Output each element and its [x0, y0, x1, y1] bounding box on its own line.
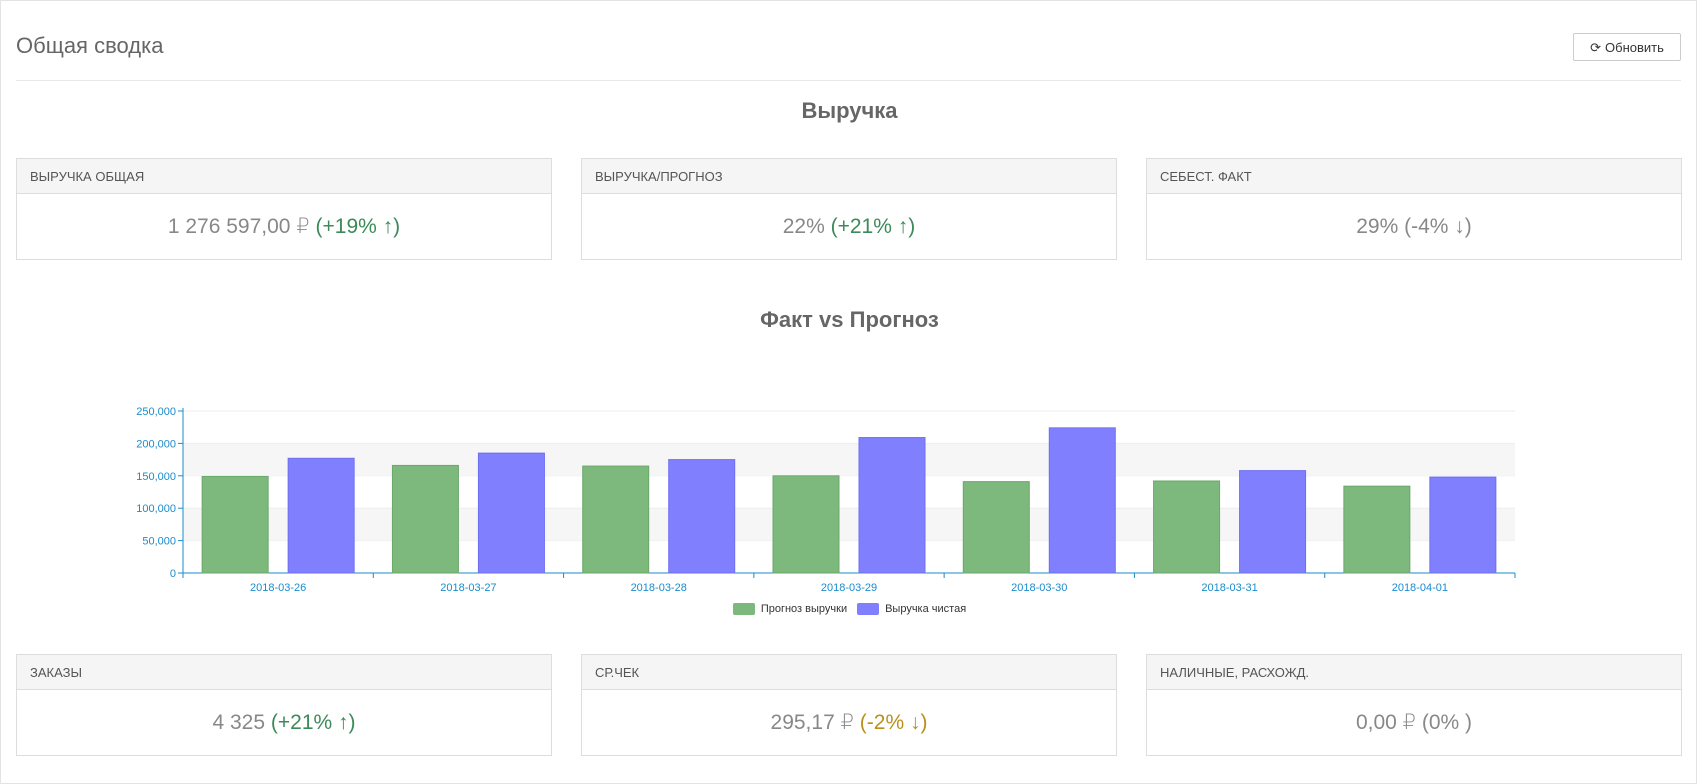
card-value-text: 0,00 ₽: [1356, 710, 1416, 735]
chart-section-title: Факт vs Прогноз: [1, 307, 1697, 333]
chart-svg: 0 50,000 100,000 150,000 200,000 250,000 2018-…: [1, 361, 1697, 601]
legend-item-forecast[interactable]: Прогноз выручки: [733, 603, 847, 615]
y-tick-label: 250,000: [136, 406, 176, 418]
card-delta: (+19% ↑): [316, 215, 401, 239]
x-tick-label: 2018-03-29: [821, 582, 877, 594]
card-label: СЕБЕСТ. ФАКТ: [1147, 159, 1681, 194]
card-value: 29% (-4% ↓): [1147, 194, 1681, 259]
card-value-text: 29%: [1356, 215, 1398, 239]
bar-actual: [1240, 471, 1306, 573]
refresh-icon: ⟳: [1590, 41, 1601, 54]
card-value: 4 325 (+21% ↑): [17, 690, 551, 755]
card-cash-discrepancy: НАЛИЧНЫЕ, РАСХОЖД. 0,00 ₽ (0% ): [1146, 654, 1682, 756]
card-delta: (+21% ↑): [831, 215, 916, 239]
bar-actual: [859, 438, 925, 573]
bar-actual: [478, 453, 544, 573]
legend-swatch-actual: [857, 603, 879, 615]
card-value: 0,00 ₽ (0% ): [1147, 690, 1681, 755]
card-value: 1 276 597,00 ₽ (+19% ↑): [17, 194, 551, 259]
grid-band: [183, 443, 1515, 475]
y-tick-label: 150,000: [136, 471, 176, 483]
refresh-button-label: Обновить: [1605, 40, 1664, 55]
y-tick-label: 200,000: [136, 438, 176, 450]
card-value: 295,17 ₽ (-2% ↓): [582, 690, 1116, 755]
legend-label-forecast: Прогноз выручки: [761, 603, 847, 615]
x-tick-label: 2018-03-27: [440, 582, 496, 594]
card-delta: (+21% ↑): [271, 711, 356, 735]
y-tick-label: 100,000: [136, 503, 176, 515]
card-revenue-forecast: ВЫРУЧКА/ПРОГНОЗ 22% (+21% ↑): [581, 158, 1117, 260]
bar-forecast: [202, 476, 268, 573]
card-label: ВЫРУЧКА/ПРОГНОЗ: [582, 159, 1116, 194]
card-label: СР.ЧЕК: [582, 655, 1116, 690]
x-tick-label: 2018-03-30: [1011, 582, 1067, 594]
card-label: ЗАКАЗЫ: [17, 655, 551, 690]
legend-item-actual[interactable]: Выручка чистая: [857, 603, 966, 615]
page-header: Общая сводка ⟳ Обновить: [16, 19, 1681, 81]
card-delta: (-2% ↓): [860, 711, 928, 735]
bar-forecast: [583, 466, 649, 573]
bar-forecast: [1154, 481, 1220, 573]
card-value: 22% (+21% ↑): [582, 194, 1116, 259]
bar-actual: [1049, 428, 1115, 573]
card-revenue-total: ВЫРУЧКА ОБЩАЯ 1 276 597,00 ₽ (+19% ↑): [16, 158, 552, 260]
card-orders: ЗАКАЗЫ 4 325 (+21% ↑): [16, 654, 552, 756]
bar-forecast: [1344, 486, 1410, 573]
bar-forecast: [773, 476, 839, 573]
x-tick-label: 2018-04-01: [1392, 582, 1448, 594]
refresh-button[interactable]: ⟳ Обновить: [1573, 33, 1681, 61]
card-avg-check: СР.ЧЕК 295,17 ₽ (-2% ↓): [581, 654, 1117, 756]
x-tick-label: 2018-03-26: [250, 582, 306, 594]
card-cost-fact: СЕБЕСТ. ФАКТ 29% (-4% ↓): [1146, 158, 1682, 260]
card-delta: (-4% ↓): [1404, 215, 1472, 239]
card-value-text: 22%: [783, 215, 825, 239]
bar-actual: [669, 460, 735, 573]
legend-swatch-forecast: [733, 603, 755, 615]
card-value-text: 4 325: [212, 711, 265, 735]
chart-legend: Прогноз выручки Выручка чистая: [1, 603, 1697, 615]
y-tick-label: 0: [170, 568, 176, 580]
bar-actual: [288, 458, 354, 573]
card-delta: (0% ): [1422, 711, 1472, 735]
card-value-text: 1 276 597,00 ₽: [168, 214, 310, 239]
card-label: ВЫРУЧКА ОБЩАЯ: [17, 159, 551, 194]
grid-band: [183, 508, 1515, 540]
page-title: Общая сводка: [16, 33, 163, 59]
bar-forecast: [392, 465, 458, 573]
card-value-text: 295,17 ₽: [771, 710, 854, 735]
revenue-section-title: Выручка: [1, 98, 1697, 124]
bar-actual: [1430, 477, 1496, 573]
bar-forecast: [963, 482, 1029, 573]
x-tick-label: 2018-03-28: [631, 582, 687, 594]
x-tick-label: 2018-03-31: [1201, 582, 1257, 594]
y-tick-label: 50,000: [142, 536, 176, 548]
fact-vs-forecast-chart: 0 50,000 100,000 150,000 200,000 250,000 2018-…: [1, 361, 1697, 631]
card-label: НАЛИЧНЫЕ, РАСХОЖД.: [1147, 655, 1681, 690]
legend-label-actual: Выручка чистая: [885, 603, 966, 615]
